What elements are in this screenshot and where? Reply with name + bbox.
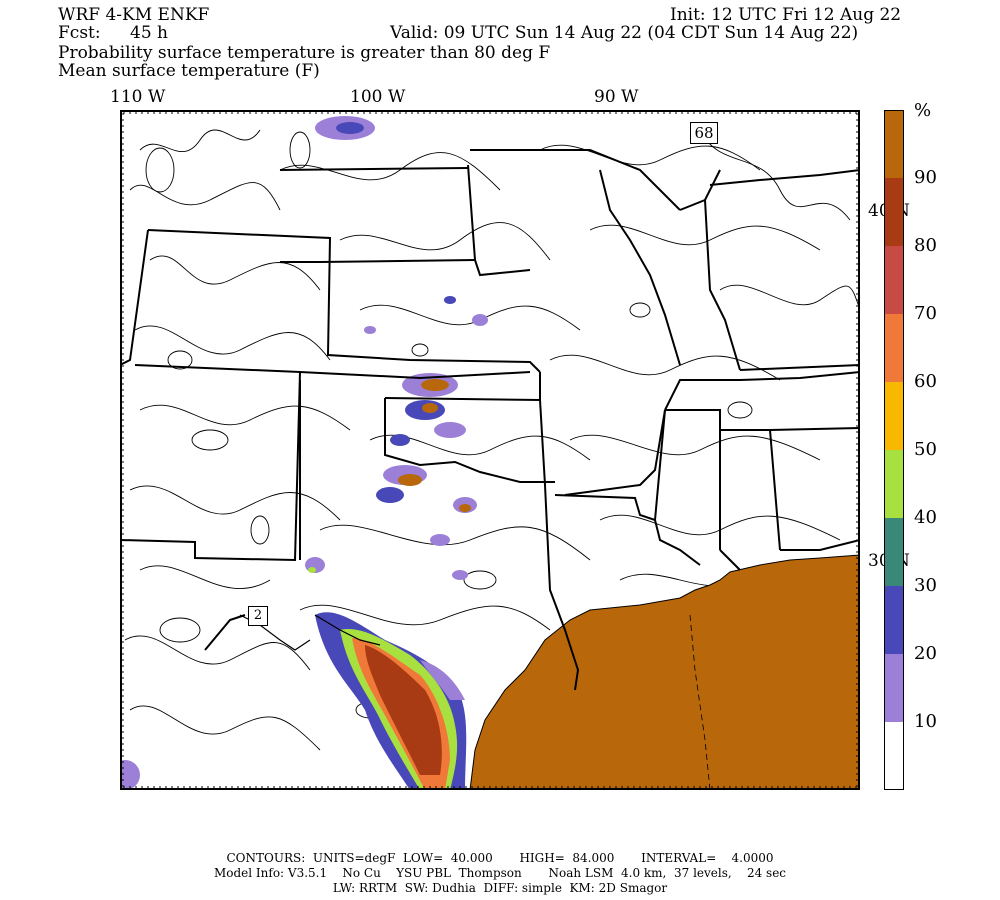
- colorbar-segment: [884, 722, 904, 790]
- valid-time: Valid: 09 UTC Sun 14 Aug 22 (04 CDT Sun …: [390, 23, 859, 43]
- highway-shield-68: 68: [690, 122, 718, 144]
- forecast-hours: 45 h: [130, 23, 168, 43]
- colorbar-tick-label: 50: [914, 439, 937, 460]
- colorbar-tick-label: 40: [914, 507, 937, 528]
- colorbar-tick-label: 70: [914, 303, 937, 324]
- colorbar-tick-label: 30: [914, 575, 937, 596]
- colorbar-segment: [884, 518, 904, 586]
- colorbar-segment: [884, 586, 904, 654]
- gulf-probability-area: [469, 554, 860, 790]
- colorbar-tick-label: 80: [914, 235, 937, 256]
- colorbar-segment: [884, 450, 904, 518]
- forecast-label: Fcst:: [58, 23, 101, 43]
- colorbar-unit: %: [914, 100, 932, 121]
- colorbar-segment: [884, 178, 904, 246]
- field-title-mean: Mean surface temperature (F): [58, 61, 320, 81]
- forecast-map: [120, 110, 860, 790]
- model-title: WRF 4-KM ENKF: [58, 5, 210, 25]
- colorbar-segment: [884, 382, 904, 450]
- colorbar-segment: [884, 654, 904, 722]
- highway-shield-2: 2: [248, 606, 268, 626]
- state-boundaries: [120, 149, 860, 691]
- colorbar-segment: [884, 246, 904, 314]
- lon-label-100w: 100 W: [350, 87, 406, 107]
- colorbar-segment: [884, 110, 904, 178]
- footer-model-info: Model Info: V3.5.1 No Cu YSU PBL Thompso…: [213, 866, 787, 880]
- field-title-probability: Probability surface temperature is great…: [58, 43, 551, 63]
- colorbar-segment: [884, 314, 904, 382]
- colorbar-tick-label: 90: [914, 167, 937, 188]
- temperature-contours: [124, 129, 860, 751]
- probability-colorbar: [884, 110, 904, 790]
- map-border-ticks: [120, 110, 860, 790]
- colorbar-tick-label: 20: [914, 643, 937, 664]
- footer-contours: CONTOURS: UNITS=degF LOW= 40.000 HIGH= 8…: [226, 851, 774, 865]
- colorbar-tick-label: 10: [914, 711, 937, 732]
- footer-physics: LW: RRTM SW: Dudhia DIFF: simple KM: 2D …: [332, 881, 668, 895]
- lon-label-110w: 110 W: [110, 87, 166, 107]
- scattered-probability-blobs: [120, 116, 488, 790]
- lon-label-90w: 90 W: [594, 87, 639, 107]
- colorbar-tick-label: 60: [914, 371, 937, 392]
- south-texas-probability-area: [315, 612, 467, 790]
- init-time: Init: 12 UTC Fri 12 Aug 22: [670, 5, 902, 25]
